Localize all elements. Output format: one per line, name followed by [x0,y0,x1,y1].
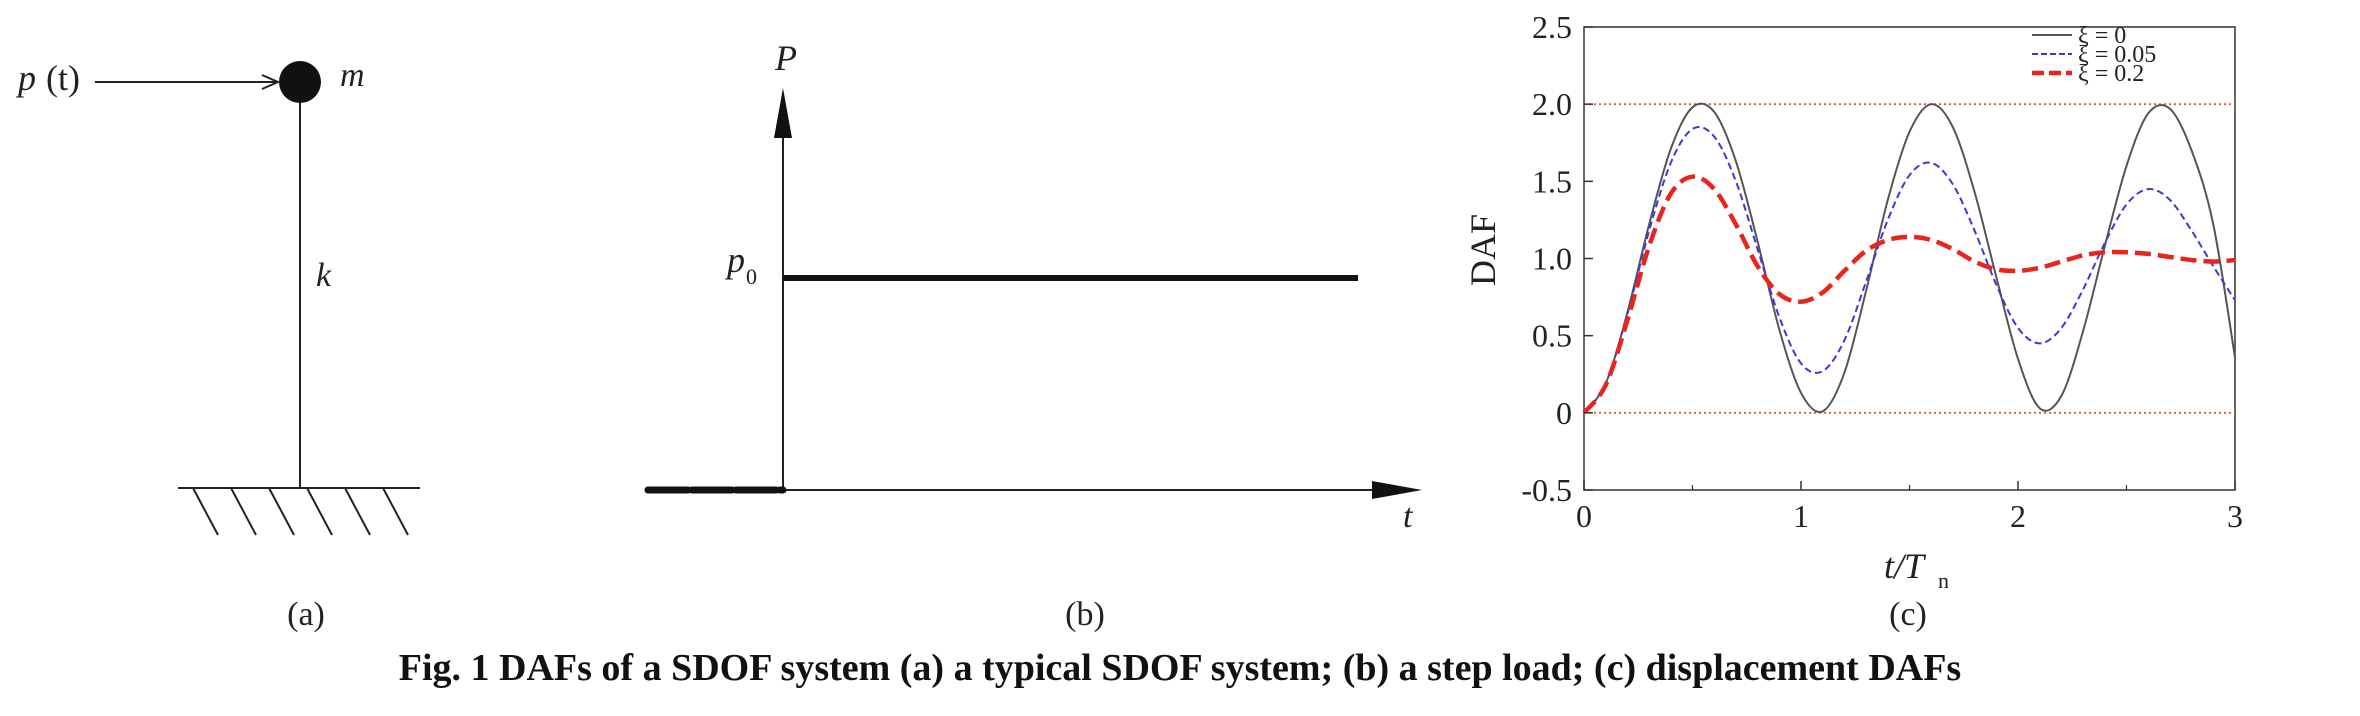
legend-label: ξ = 0.2 [2078,61,2144,87]
x-axis-label-subscript: n [1938,568,1949,593]
series-line-1 [1583,126,2236,414]
ground-hatch [192,487,409,536]
legend-label: ξ = 0 [2078,23,2126,49]
step-level-subscript: 0 [746,264,757,289]
x-tick-label: 1 [1793,498,1809,534]
y-tick-label: 2.5 [1532,9,1572,45]
mass-label: m [340,57,365,94]
panel-b: P t p 0 (b) [644,38,1422,633]
x-axis-label: t/T [1884,546,1927,586]
x-tick-label: 0 [1576,498,1592,534]
y-tick-label: 0 [1556,395,1572,431]
y-axis-label: DAF [1463,214,1503,286]
force-arg-label: (t) [46,58,80,98]
series-line-0 [1583,102,2236,414]
panel-c-label: (c) [1889,596,1927,633]
chart-plot-frame [1583,26,2236,491]
y-tick-label: 1.5 [1532,163,1572,199]
series-line-2 [1582,174,2236,415]
b-y-label: P [774,38,797,78]
y-tick-label: -0.5 [1521,472,1572,508]
b-y-arrowhead [774,88,792,138]
panel-a: p (t) m k (a) [15,57,420,633]
b-x-label: t [1403,498,1414,535]
y-tick-label: 1.0 [1532,241,1572,277]
series-group [1582,102,2236,415]
legend-label: ξ = 0.05 [2078,42,2156,68]
y-tick-label: 0.5 [1532,318,1572,354]
x-ticks: 0 1 2 3 [1576,481,2243,534]
panel-b-label: (b) [1065,596,1105,633]
legend: ξ = 0ξ = 0.05ξ = 0.2 [2032,23,2156,87]
panel-a-label: (a) [287,596,325,633]
x-tick-label: 3 [2227,498,2243,534]
mass-ball [279,61,321,103]
stiffness-label: k [316,257,332,294]
step-level-label: p [724,240,745,280]
figure-caption: Fig. 1 DAFs of a SDOF system (a) a typic… [398,647,1962,689]
y-ticks: -0.5 0 0.5 1.0 1.5 2.0 2.5 [1521,9,1593,508]
force-label: p [15,58,36,98]
reference-lines [1584,103,2235,414]
x-tick-label: 2 [2010,498,2026,534]
y-tick-label: 2.0 [1532,86,1572,122]
b-x-arrowhead [1372,481,1422,499]
